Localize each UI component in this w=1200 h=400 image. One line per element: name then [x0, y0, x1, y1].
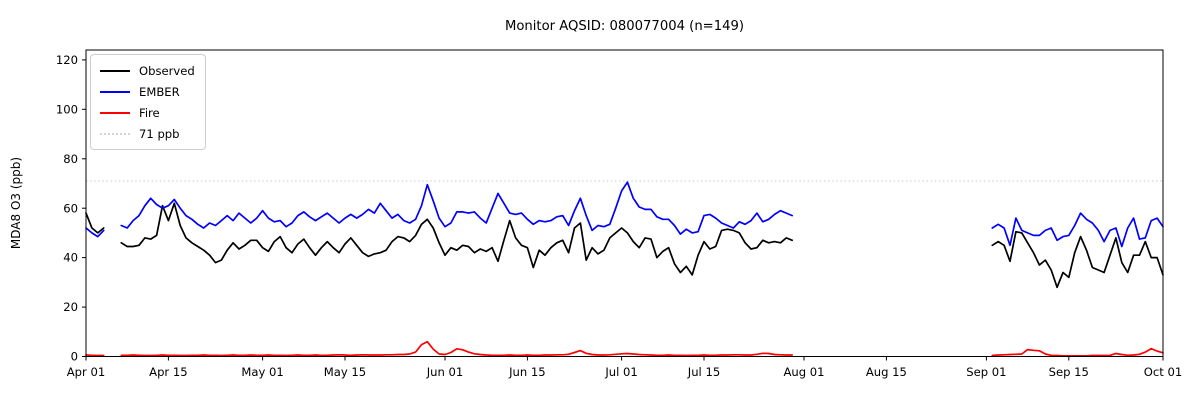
svg-text:80: 80 [63, 152, 78, 166]
legend-item-ember: EMBER [100, 81, 197, 102]
legend-item-fire: Fire [100, 102, 197, 123]
observed-line-swatch [100, 69, 130, 72]
fire-line-swatch [100, 111, 130, 114]
svg-text:Apr 15: Apr 15 [149, 365, 188, 379]
svg-text:Sep 01: Sep 01 [966, 365, 1006, 379]
svg-text:40: 40 [63, 251, 78, 265]
svg-text:60: 60 [63, 201, 78, 215]
svg-text:Jul 15: Jul 15 [687, 365, 720, 379]
svg-text:May 15: May 15 [324, 365, 366, 379]
threshold-line-swatch [100, 132, 130, 135]
chart-title: Monitor AQSID: 080077004 (n=149) [504, 19, 745, 34]
svg-text:Jun 15: Jun 15 [508, 365, 546, 379]
svg-text:Jul 01: Jul 01 [604, 365, 637, 379]
ember-line-swatch [100, 90, 130, 93]
svg-text:Sep 15: Sep 15 [1049, 365, 1089, 379]
svg-text:Aug 15: Aug 15 [866, 365, 907, 379]
svg-text:Jun 01: Jun 01 [426, 365, 464, 379]
legend-label-threshold: 71 ppb [139, 126, 180, 141]
legend-item-observed: Observed [100, 60, 197, 81]
svg-text:May 01: May 01 [241, 365, 283, 379]
legend: Observed EMBER Fire 71 ppb [90, 54, 206, 150]
y-axis-label: MDA8 O3 (ppb) [9, 156, 23, 250]
legend-label-fire: Fire [139, 105, 160, 120]
legend-item-threshold: 71 ppb [100, 123, 197, 144]
svg-text:120: 120 [56, 53, 78, 67]
svg-text:Aug 01: Aug 01 [783, 365, 824, 379]
svg-text:0: 0 [71, 350, 78, 364]
svg-text:20: 20 [63, 300, 78, 314]
svg-text:Apr 01: Apr 01 [67, 365, 106, 379]
svg-text:Oct 01: Oct 01 [1144, 365, 1182, 379]
svg-text:100: 100 [56, 102, 78, 116]
legend-label-ember: EMBER [139, 84, 180, 99]
legend-label-observed: Observed [139, 63, 195, 78]
